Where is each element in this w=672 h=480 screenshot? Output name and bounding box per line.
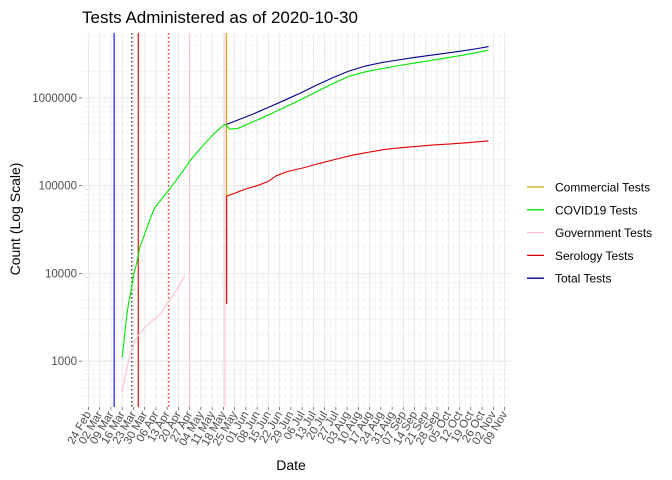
series-line-serology-tests [226, 140, 489, 304]
y-tick-label: 100000 [39, 181, 77, 193]
chart-title: Tests Administered as of 2020-10-30 [82, 8, 358, 27]
legend-label: Commercial Tests [555, 181, 650, 195]
series-line-total-tests [226, 46, 489, 125]
y-tick-label: 1000000 [32, 93, 77, 105]
x-axis-title: Date [276, 457, 306, 473]
vertical-markers [113, 33, 226, 407]
legend-label: Government Tests [555, 226, 652, 240]
y-tick-label: 10000 [45, 268, 77, 280]
y-tick-label: 1000 [51, 356, 77, 368]
legend-label: Total Tests [555, 272, 611, 286]
legend-label: Serology Tests [555, 249, 634, 263]
y-axis-title: Count (Log Scale) [7, 163, 23, 276]
y-axis-ticks: 1000 10000 100000 1000000 [32, 93, 82, 368]
series-line-covid19-tests [121, 49, 489, 358]
series-lines [121, 33, 489, 392]
series-line-government-tests [121, 275, 186, 392]
legend-label: COVID19 Tests [555, 203, 637, 217]
legend: Commercial Tests COVID19 Tests Government … [527, 181, 652, 286]
